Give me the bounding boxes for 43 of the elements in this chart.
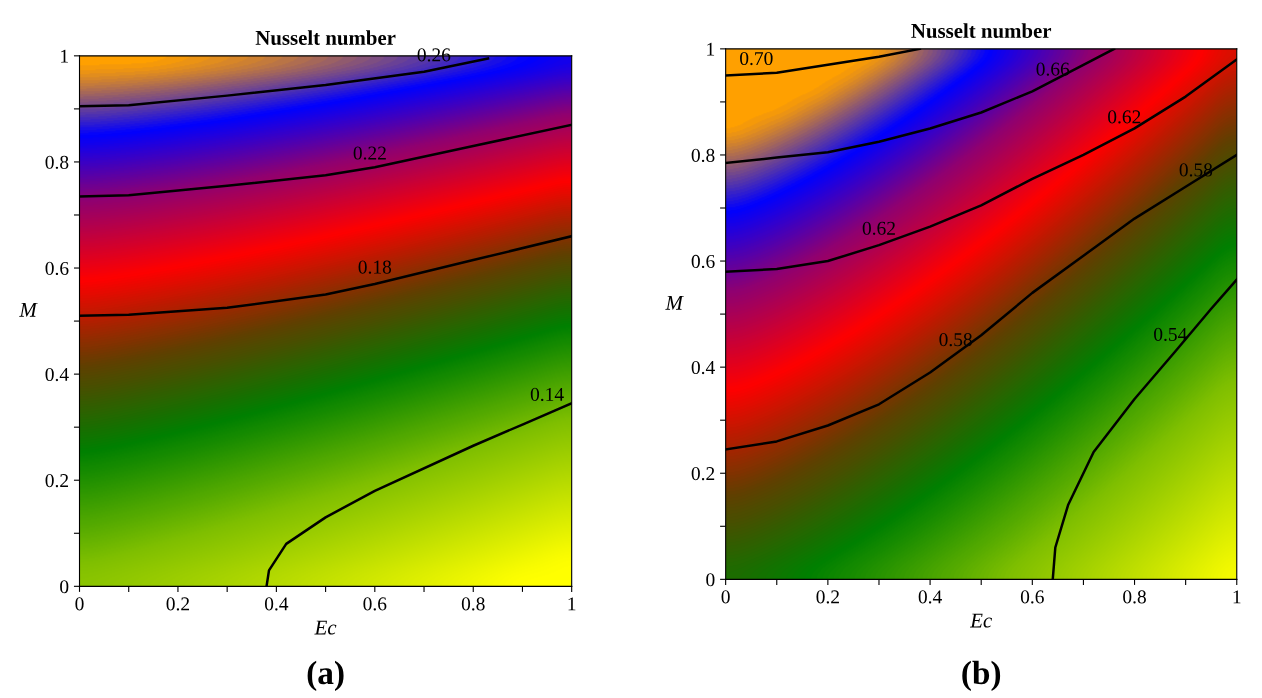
x-tick-label: 0.6 — [1020, 590, 1044, 604]
x-tick-label: 1 — [1233, 590, 1241, 604]
annotation: 0.62 — [1108, 110, 1141, 124]
annotation: 0.70 — [740, 51, 773, 66]
annotation: 0.62 — [862, 221, 895, 235]
annotation: 0.66 — [1036, 62, 1070, 76]
annotation: 0.58 — [939, 333, 972, 347]
y-tick-label: 0.2 — [691, 467, 715, 481]
annotation: 0.54 — [1154, 327, 1188, 341]
y-tick-label: 0 — [60, 580, 69, 594]
text: (a) — [307, 660, 344, 692]
x-tick-label: 0.8 — [1123, 590, 1146, 604]
x-tick-label: 0.2 — [166, 597, 190, 611]
x-tick-label: 0.2 — [816, 590, 839, 604]
x-tick-label: 0.6 — [363, 597, 387, 611]
y-tick-label: 0.8 — [691, 148, 715, 162]
chart-title: Nusselt number — [911, 23, 1052, 38]
x-tick-label: 0 — [75, 597, 84, 611]
annotation: 0.58 — [1179, 163, 1213, 177]
annotation: 0.22 — [353, 146, 386, 160]
x-tick-label: 0.8 — [461, 597, 485, 611]
y-axis-title: M — [665, 296, 684, 310]
x-tick-label: 0.4 — [918, 590, 942, 604]
chart-title: Nusselt number — [255, 30, 396, 45]
annotation: 0.26 — [417, 48, 451, 62]
x-tick-label: 1 — [568, 597, 576, 611]
x-axis-title: Ec — [969, 613, 992, 628]
y-tick-label: 0.4 — [45, 367, 69, 382]
x-axis-title: Ec — [314, 620, 337, 635]
y-tick-label: 0.8 — [45, 155, 69, 169]
y-tick-label: 0 — [706, 573, 715, 587]
y-tick-label: 0.6 — [691, 254, 715, 269]
x-tick-label: 0 — [721, 590, 730, 604]
x-tick-label: 0.4 — [264, 597, 289, 611]
y-tick-label: 1 — [61, 49, 68, 63]
annotation: 0.14 — [530, 387, 564, 402]
annotation: 0.18 — [358, 260, 392, 274]
y-tick-label: 1 — [707, 42, 715, 56]
y-tick-label: 0.2 — [45, 474, 69, 488]
y-tick-label: 0.6 — [45, 261, 69, 276]
text: (b) — [962, 660, 1001, 692]
y-axis-title: M — [19, 303, 38, 317]
y-tick-label: 0.4 — [691, 360, 715, 375]
